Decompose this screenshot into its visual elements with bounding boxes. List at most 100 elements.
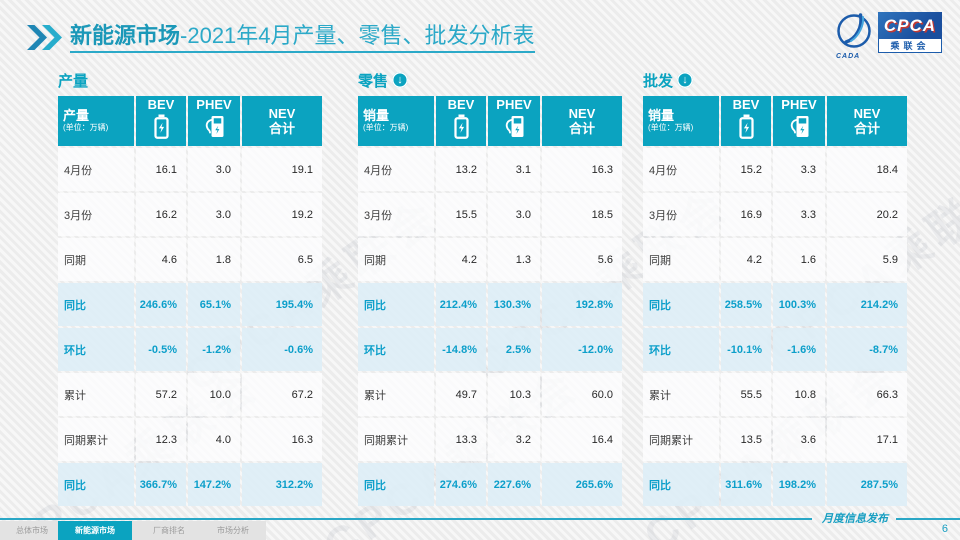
row-label: 同期 bbox=[643, 238, 719, 281]
row-label: 同比 bbox=[58, 283, 134, 326]
cpca-logo: CADA CPCA 乘联会 bbox=[833, 12, 942, 60]
table-cell: 13.5 bbox=[721, 418, 771, 461]
table-cell: 1.6 bbox=[773, 238, 825, 281]
table-cell: 246.6% bbox=[136, 283, 186, 326]
table-cell: 4.2 bbox=[721, 238, 771, 281]
table-cell: 227.6% bbox=[488, 463, 540, 506]
row-label: 同期累计 bbox=[58, 418, 134, 461]
table-cell: 5.9 bbox=[827, 238, 907, 281]
row-label: 同期 bbox=[58, 238, 134, 281]
row-label: 同比 bbox=[358, 283, 434, 326]
section-title-production: 产量 bbox=[58, 72, 89, 90]
table-cell: 147.2% bbox=[188, 463, 240, 506]
table-cell: 49.7 bbox=[436, 373, 486, 416]
row-label: 同比 bbox=[358, 463, 434, 506]
page-title-rest: -2021年4月产量、零售、批发分析表 bbox=[180, 23, 535, 48]
row-label: 3月份 bbox=[643, 193, 719, 236]
table-cell: 16.3 bbox=[542, 148, 622, 191]
col-header-bev: BEV bbox=[436, 96, 486, 146]
cpca-text: CPCA bbox=[883, 15, 937, 35]
table-cell: -0.5% bbox=[136, 328, 186, 371]
nav-tab-oem-ranking[interactable]: 厂商排名 bbox=[153, 526, 185, 535]
row-label: 4月份 bbox=[643, 148, 719, 191]
table-cell: 1.3 bbox=[488, 238, 540, 281]
table-cell: 312.2% bbox=[242, 463, 322, 506]
charger-icon bbox=[789, 112, 810, 144]
col-header-phev: PHEV bbox=[188, 96, 240, 146]
table-cell: 12.3 bbox=[136, 418, 186, 461]
table-cell: -14.8% bbox=[436, 328, 486, 371]
footer-rule bbox=[896, 518, 960, 520]
nav-tab-overall-market[interactable]: 总体市场 bbox=[16, 526, 48, 535]
table-cell: 214.2% bbox=[827, 283, 907, 326]
row-label: 同期累计 bbox=[643, 418, 719, 461]
row-label: 3月份 bbox=[358, 193, 434, 236]
footer-caption: 月度信息发布 bbox=[822, 512, 888, 525]
table-cell: 4.6 bbox=[136, 238, 186, 281]
table-cell: 16.4 bbox=[542, 418, 622, 461]
corner-label: 产量 bbox=[63, 108, 90, 123]
table-cell: 311.6% bbox=[721, 463, 771, 506]
col-header-bev: BEV bbox=[721, 96, 771, 146]
table-cell: 3.0 bbox=[188, 193, 240, 236]
row-label: 同期 bbox=[358, 238, 434, 281]
table-cell: 65.1% bbox=[188, 283, 240, 326]
col-header-bev: BEV bbox=[136, 96, 186, 146]
slide-header: 新能源市场-2021年4月产量、零售、批发分析表 bbox=[26, 22, 535, 53]
row-label: 累计 bbox=[58, 373, 134, 416]
wholesale-table: 批发 ↓ 销量 (单位：万辆) BEV PHEV NEV 合计 4月份 15.2 3.3 18.4… bbox=[643, 70, 907, 506]
corner-unit: (单位：万辆) bbox=[63, 123, 109, 132]
col-header-phev: PHEV bbox=[773, 96, 825, 146]
battery-icon bbox=[738, 112, 754, 144]
row-label: 3月份 bbox=[58, 193, 134, 236]
table-cell: 55.5 bbox=[721, 373, 771, 416]
table-cell: 3.2 bbox=[488, 418, 540, 461]
nav-tab-nev-market[interactable]: 新能源市场 bbox=[58, 521, 132, 540]
cpca-wordmark: CPCA bbox=[878, 12, 942, 39]
table-cell: -10.1% bbox=[721, 328, 771, 371]
row-label: 累计 bbox=[358, 373, 434, 416]
table-cell: 366.7% bbox=[136, 463, 186, 506]
table-cell: 274.6% bbox=[436, 463, 486, 506]
battery-icon bbox=[153, 112, 169, 144]
table-cell: 265.6% bbox=[542, 463, 622, 506]
table-cell: 57.2 bbox=[136, 373, 186, 416]
table-cell: 15.5 bbox=[436, 193, 486, 236]
page-title: 新能源市场-2021年4月产量、零售、批发分析表 bbox=[70, 22, 535, 53]
table-cell: 66.3 bbox=[827, 373, 907, 416]
battery-icon bbox=[453, 112, 469, 144]
row-label: 4月份 bbox=[358, 148, 434, 191]
table-cell: -1.2% bbox=[188, 328, 240, 371]
table-cell: 15.2 bbox=[721, 148, 771, 191]
association-text: 乘联会 bbox=[890, 41, 930, 51]
corner-unit: (单位：万辆) bbox=[648, 123, 694, 132]
cada-emblem-icon: CADA bbox=[833, 12, 875, 60]
table-cell: 287.5% bbox=[827, 463, 907, 506]
table-cell: 195.4% bbox=[242, 283, 322, 326]
col-header-phev: PHEV bbox=[488, 96, 540, 146]
double-chevron-icon bbox=[27, 25, 62, 50]
table-cell: 10.8 bbox=[773, 373, 825, 416]
footer-rule bbox=[0, 518, 812, 520]
table-cell: 13.2 bbox=[436, 148, 486, 191]
table-cell: 18.4 bbox=[827, 148, 907, 191]
table-cell: 4.0 bbox=[188, 418, 240, 461]
table-cell: 3.1 bbox=[488, 148, 540, 191]
corner-header: 销量 (单位：万辆) bbox=[643, 96, 719, 146]
charger-icon bbox=[504, 112, 525, 144]
table-cell: 16.1 bbox=[136, 148, 186, 191]
corner-label: 销量 bbox=[363, 108, 390, 123]
charger-icon bbox=[204, 112, 225, 144]
table-cell: 100.3% bbox=[773, 283, 825, 326]
table-cell: 212.4% bbox=[436, 283, 486, 326]
table-cell: 67.2 bbox=[242, 373, 322, 416]
table-cell: 3.6 bbox=[773, 418, 825, 461]
table-cell: 3.3 bbox=[773, 148, 825, 191]
table-cell: 258.5% bbox=[721, 283, 771, 326]
retail-table: 零售 ↓ 销量 (单位：万辆) BEV PHEV NEV 合计 4月份 13.2 3.1 16.3… bbox=[358, 70, 622, 506]
table-cell: -1.6% bbox=[773, 328, 825, 371]
cada-label: CADA bbox=[836, 53, 861, 60]
nav-tab-market-analysis[interactable]: 市场分析 bbox=[217, 526, 249, 535]
corner-header: 产量 (单位：万辆) bbox=[58, 96, 134, 146]
section-title-wholesale: 批发 bbox=[643, 72, 674, 90]
